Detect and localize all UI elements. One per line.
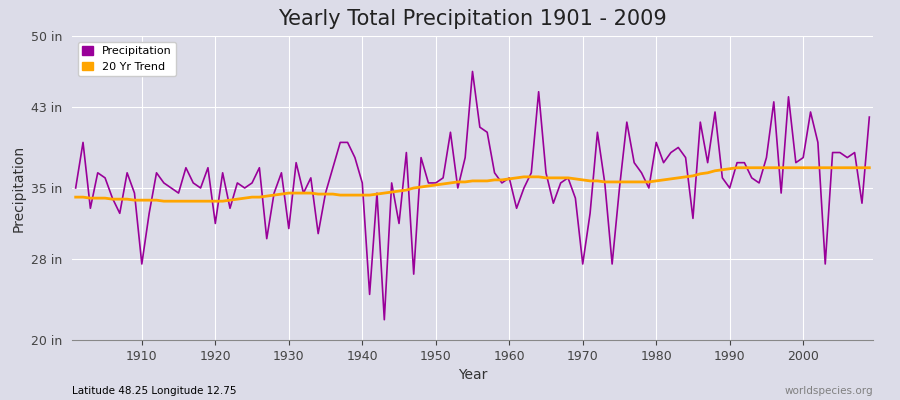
Precipitation <box>518 186 529 190</box>
Precipitation <box>291 160 302 165</box>
Precipitation <box>607 262 617 266</box>
20 Yr Trend <box>732 165 742 170</box>
Precipitation <box>129 191 140 196</box>
Precipitation <box>70 186 81 190</box>
Precipitation <box>467 69 478 74</box>
Y-axis label: Precipitation: Precipitation <box>12 144 25 232</box>
20 Yr Trend <box>70 195 81 200</box>
Legend: Precipitation, 20 Yr Trend: Precipitation, 20 Yr Trend <box>77 42 176 76</box>
Precipitation <box>864 115 875 120</box>
Precipitation <box>379 317 390 322</box>
Line: Precipitation: Precipitation <box>76 72 869 320</box>
Text: Latitude 48.25 Longitude 12.75: Latitude 48.25 Longitude 12.75 <box>72 386 237 396</box>
20 Yr Trend <box>129 198 140 202</box>
20 Yr Trend <box>158 199 169 204</box>
20 Yr Trend <box>599 180 610 184</box>
20 Yr Trend <box>298 191 309 196</box>
Title: Yearly Total Precipitation 1901 - 2009: Yearly Total Precipitation 1901 - 2009 <box>278 9 667 29</box>
Precipitation <box>335 140 346 145</box>
Line: 20 Yr Trend: 20 Yr Trend <box>76 168 869 201</box>
20 Yr Trend <box>342 193 353 198</box>
20 Yr Trend <box>864 165 875 170</box>
20 Yr Trend <box>504 176 515 181</box>
Precipitation <box>511 206 522 211</box>
X-axis label: Year: Year <box>458 368 487 382</box>
Text: worldspecies.org: worldspecies.org <box>785 386 873 396</box>
20 Yr Trend <box>511 176 522 180</box>
